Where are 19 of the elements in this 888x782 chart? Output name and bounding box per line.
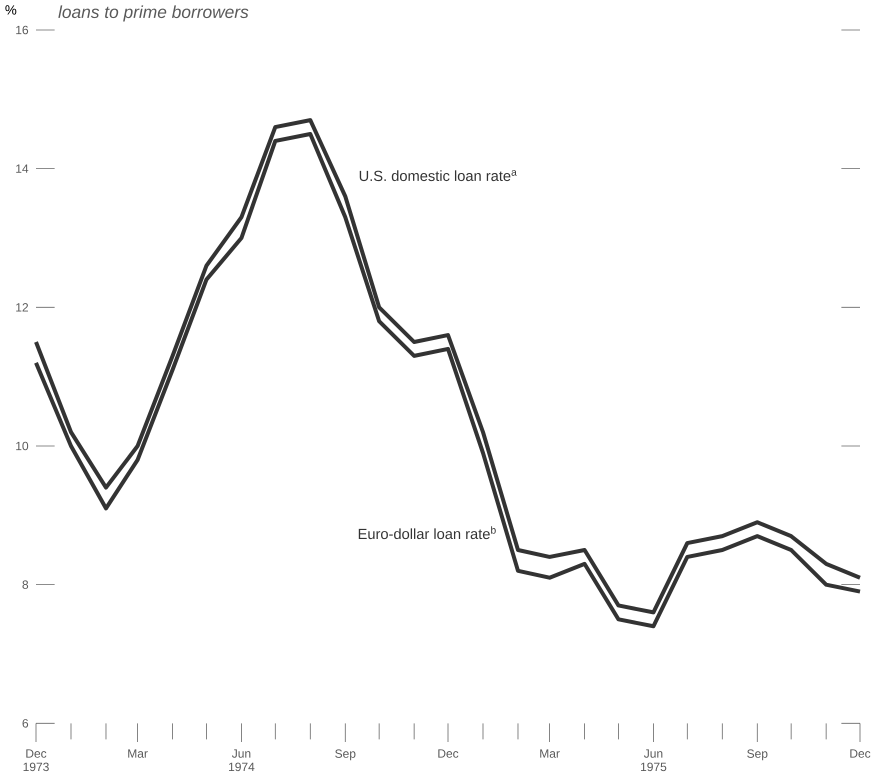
chart-title: loans to prime borrowers (58, 5, 248, 22)
y-tick-label: 6 (22, 719, 28, 728)
series-label: U.S. domestic loan rate$^{a}$ (360, 170, 517, 182)
x-tick-label: Dec (438, 749, 458, 758)
x-tick-label: Jun 1974 (229, 749, 254, 772)
x-tick-label: Dec 1973 (24, 749, 49, 772)
x-tick-label: Mar (540, 749, 560, 758)
x-tick-label: Sep (747, 749, 768, 760)
series-label: Euro-dollar loan rate$^{b}$ (358, 526, 496, 540)
y-axis-title: % (5, 5, 16, 15)
x-tick-label: Mar (128, 749, 148, 758)
y-tick-label: 16 (16, 26, 28, 34)
y-tick-label: 8 (22, 580, 28, 589)
y-tick-label: 14 (16, 164, 28, 173)
x-tick-label: Dec (850, 749, 870, 758)
x-tick-label: Sep (335, 749, 356, 760)
y-tick-label: 10 (16, 442, 28, 450)
y-tick-label: 12 (16, 303, 28, 312)
x-tick-label: Jun 1975 (641, 749, 666, 772)
